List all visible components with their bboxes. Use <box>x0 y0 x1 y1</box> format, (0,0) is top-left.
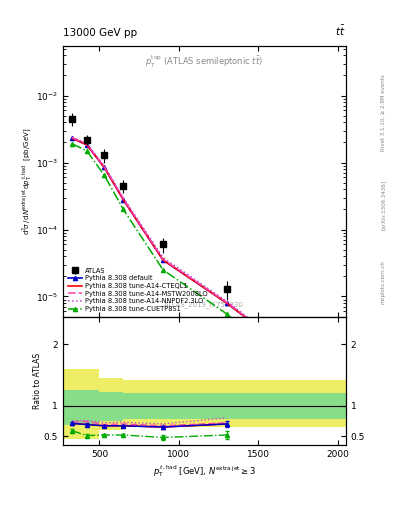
Pythia 8.308 default <box>161 257 165 263</box>
Pythia 8.308 tune-A14-MSTW2008LO <box>161 256 165 262</box>
Text: ATLAS_2019_I1750330: ATLAS_2019_I1750330 <box>164 302 244 309</box>
Line: Pythia 8.308 tune-A14-CTEQL1: Pythia 8.308 tune-A14-CTEQL1 <box>72 138 290 352</box>
Pythia 8.308 default <box>84 142 89 148</box>
Text: [arXiv:1306.3436]: [arXiv:1306.3436] <box>381 180 386 230</box>
Pythia 8.308 tune-CUETP8S1 <box>121 206 126 212</box>
Pythia 8.308 tune-A14-CTEQL1 <box>84 142 89 148</box>
Pythia 8.308 tune-A14-NNPDF2.3LO <box>121 195 126 201</box>
Pythia 8.308 tune-A14-NNPDF2.3LO <box>161 254 165 261</box>
Pythia 8.308 tune-A14-NNPDF2.3LO <box>224 298 229 304</box>
Pythia 8.308 tune-A14-NNPDF2.3LO <box>102 163 107 169</box>
Pythia 8.308 tune-A14-MSTW2008LO <box>102 163 107 169</box>
Pythia 8.308 tune-A14-CTEQL1 <box>70 135 75 141</box>
Pythia 8.308 tune-CUETP8S1 <box>102 172 107 178</box>
Text: Rivet 3.1.10, ≥ 2.8M events: Rivet 3.1.10, ≥ 2.8M events <box>381 74 386 151</box>
Pythia 8.308 tune-CUETP8S1 <box>84 148 89 154</box>
Pythia 8.308 tune-CUETP8S1 <box>70 141 75 147</box>
Line: Pythia 8.308 tune-A14-MSTW2008LO: Pythia 8.308 tune-A14-MSTW2008LO <box>72 138 290 351</box>
Pythia 8.308 default <box>224 300 229 306</box>
Pythia 8.308 tune-A14-MSTW2008LO <box>84 141 89 147</box>
Pythia 8.308 default <box>102 164 107 170</box>
Pythia 8.308 tune-A14-CTEQL1 <box>224 300 229 306</box>
Pythia 8.308 tune-A14-MSTW2008LO <box>288 348 292 354</box>
Line: Pythia 8.308 tune-A14-NNPDF2.3LO: Pythia 8.308 tune-A14-NNPDF2.3LO <box>72 137 290 350</box>
Y-axis label: $\mathrm{d}^2\!\sigma\,/\,\mathrm{d}N^{\!\mathrm{extra\,jet}}\,\mathrm{d}p_\math: $\mathrm{d}^2\!\sigma\,/\,\mathrm{d}N^{\… <box>21 127 34 235</box>
Pythia 8.308 tune-A14-CTEQL1 <box>161 257 165 263</box>
Pythia 8.308 tune-A14-CTEQL1 <box>102 164 107 170</box>
Pythia 8.308 tune-CUETP8S1 <box>161 267 165 273</box>
Pythia 8.308 tune-A14-NNPDF2.3LO <box>288 347 292 353</box>
Pythia 8.308 tune-A14-MSTW2008LO <box>224 299 229 305</box>
Legend: ATLAS, Pythia 8.308 default, Pythia 8.308 tune-A14-CTEQL1, Pythia 8.308 tune-A14: ATLAS, Pythia 8.308 default, Pythia 8.30… <box>66 266 209 313</box>
Pythia 8.308 tune-A14-CTEQL1 <box>288 349 292 355</box>
Pythia 8.308 tune-A14-MSTW2008LO <box>121 196 126 202</box>
Text: mcplots.cern.ch: mcplots.cern.ch <box>381 260 386 304</box>
Pythia 8.308 tune-A14-CTEQL1 <box>121 197 126 203</box>
Line: Pythia 8.308 default: Pythia 8.308 default <box>70 136 292 354</box>
Text: 13000 GeV pp: 13000 GeV pp <box>63 28 137 38</box>
Pythia 8.308 default <box>70 135 75 141</box>
Text: $p_\mathrm{T}^\mathrm{top}$ (ATLAS semileptonic $t\bar{t}$): $p_\mathrm{T}^\mathrm{top}$ (ATLAS semil… <box>145 54 263 71</box>
Line: Pythia 8.308 tune-CUETP8S1: Pythia 8.308 tune-CUETP8S1 <box>70 142 292 366</box>
Pythia 8.308 tune-CUETP8S1 <box>224 311 229 317</box>
X-axis label: $p_\mathrm{T}^{\,t,\mathrm{had}}$ [GeV], $N^{\mathrm{extra\,jet}} \geq 3$: $p_\mathrm{T}^{\,t,\mathrm{had}}$ [GeV],… <box>153 463 256 479</box>
Pythia 8.308 default <box>288 349 292 355</box>
Y-axis label: Ratio to ATLAS: Ratio to ATLAS <box>33 353 42 409</box>
Pythia 8.308 tune-A14-MSTW2008LO <box>70 135 75 141</box>
Pythia 8.308 tune-A14-NNPDF2.3LO <box>84 141 89 147</box>
Pythia 8.308 tune-A14-NNPDF2.3LO <box>70 134 75 140</box>
Pythia 8.308 default <box>121 197 126 203</box>
Pythia 8.308 tune-CUETP8S1 <box>288 360 292 367</box>
Text: $t\bar{t}$: $t\bar{t}$ <box>335 24 346 38</box>
